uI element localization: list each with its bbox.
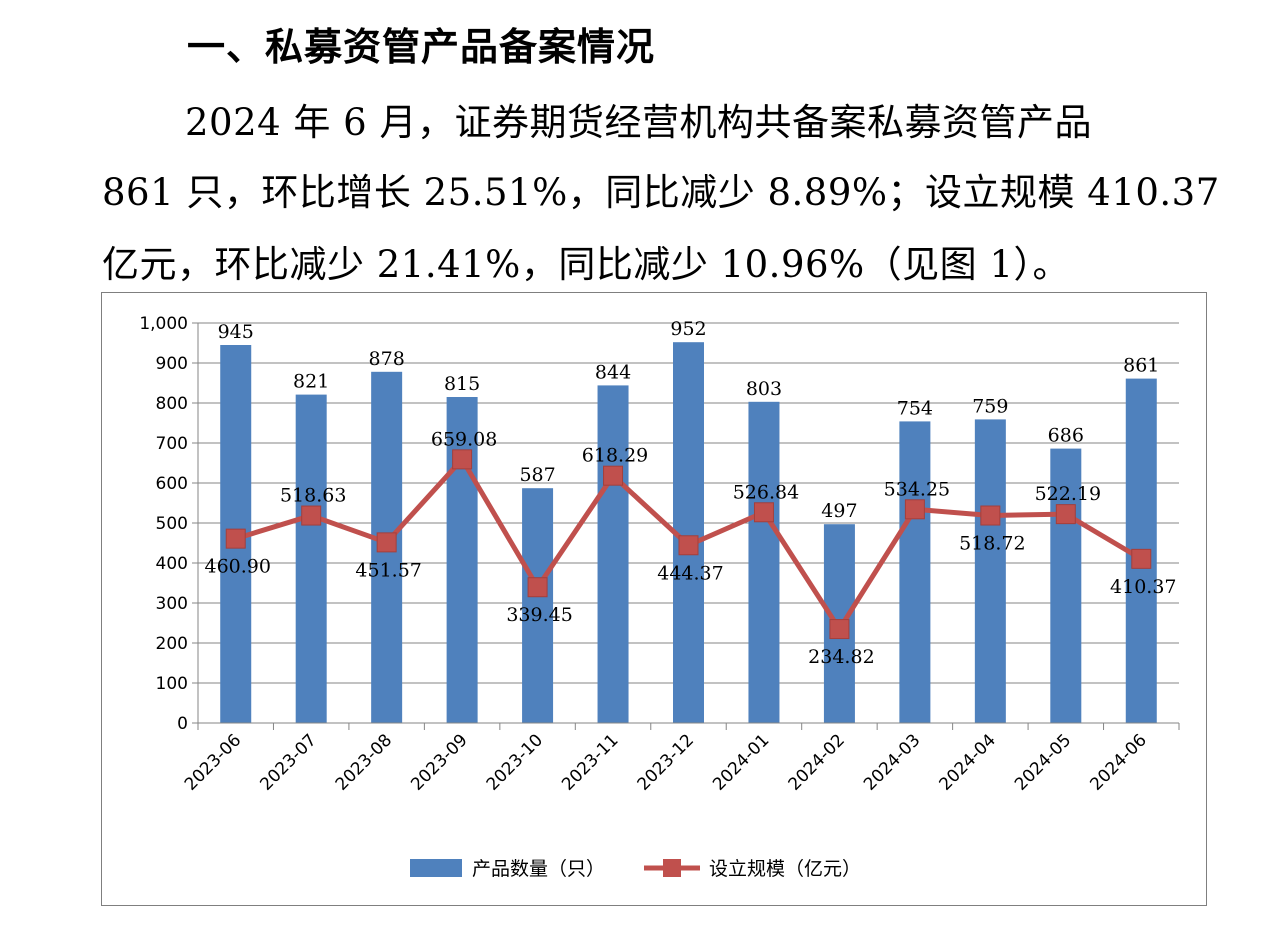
y-tick-label: 0 xyxy=(177,714,188,734)
y-tick-label: 500 xyxy=(156,514,188,534)
bar-label: 803 xyxy=(746,378,782,400)
line-label: 234.82 xyxy=(808,646,874,668)
bar xyxy=(974,419,1006,723)
x-tick-label: 2024-03 xyxy=(860,730,924,794)
x-tick-label: 2024-01 xyxy=(709,730,773,794)
line-label: 444.37 xyxy=(657,562,723,584)
line-marker xyxy=(1131,548,1152,569)
y-tick-label: 400 xyxy=(156,554,188,574)
legend-label-line: 设立规模（亿元） xyxy=(709,858,861,880)
y-tick-label: 900 xyxy=(156,354,188,374)
bar-label: 686 xyxy=(1048,425,1084,447)
y-tick-label: 1,000 xyxy=(139,314,188,334)
line-marker xyxy=(301,505,322,526)
x-tick-label: 2023-12 xyxy=(634,730,698,794)
x-tick-label: 2023-07 xyxy=(256,730,320,794)
bar-label: 945 xyxy=(218,321,254,343)
line-marker xyxy=(452,449,473,470)
bar xyxy=(899,421,931,723)
line-label: 518.63 xyxy=(280,485,346,507)
bar-label: 821 xyxy=(293,371,329,393)
bar-label: 952 xyxy=(670,318,706,340)
y-tick-label: 800 xyxy=(156,394,188,414)
bar xyxy=(748,401,780,723)
combo-chart: 0 100 200 300 400 500 600 700 800 900 1,000 2023-06… xyxy=(139,314,1180,880)
section-heading: 一、私募资管产品备案情况 xyxy=(187,25,656,69)
x-tick-label: 2023-09 xyxy=(407,730,471,794)
paragraph-line-2: 861 只，环比增长 25.51%，同比减少 8.89%；设立规模 410.37 xyxy=(102,171,1220,214)
line-label: 534.25 xyxy=(884,478,950,500)
legend-marker-line xyxy=(663,859,681,877)
x-tick-label: 2023-11 xyxy=(558,730,622,794)
paragraph-line-1: 2024 年 6 月，证券期货经营机构共备案私募资管产品 xyxy=(185,101,1092,144)
bar xyxy=(1050,448,1082,723)
x-tick-label: 2024-06 xyxy=(1086,730,1150,794)
chart-frame: 0 100 200 300 400 500 600 700 800 900 1,000 2023-06… xyxy=(101,292,1207,906)
bar-label: 815 xyxy=(444,373,480,395)
x-tick-label: 2024-02 xyxy=(785,730,849,794)
line-label: 339.45 xyxy=(506,604,572,626)
line-marker xyxy=(603,465,624,486)
line-label: 460.90 xyxy=(204,556,270,578)
line-label: 526.84 xyxy=(733,481,799,503)
y-tick-label: 100 xyxy=(156,674,188,694)
y-tick-label: 600 xyxy=(156,474,188,494)
line-label: 518.72 xyxy=(959,533,1025,555)
paragraph-line-3: 亿元，环比减少 21.41%，同比减少 10.96%（见图 1）。 xyxy=(102,243,1070,286)
bar xyxy=(522,488,554,723)
line-label: 618.29 xyxy=(582,445,648,467)
line-marker xyxy=(1055,504,1076,525)
line-series xyxy=(225,449,1152,640)
legend-swatch-bars xyxy=(410,859,462,877)
bar xyxy=(597,385,629,723)
line-marker xyxy=(527,577,548,598)
line-marker xyxy=(376,532,397,553)
line-label: 659.08 xyxy=(431,428,497,450)
legend: 产品数量（只） 设立规模（亿元） xyxy=(410,858,861,880)
line-label: 522.19 xyxy=(1035,483,1101,505)
x-tick-label: 2024-05 xyxy=(1011,730,1075,794)
line-marker xyxy=(753,502,774,523)
line-marker xyxy=(678,535,699,556)
bar-label: 844 xyxy=(595,361,631,383)
bar xyxy=(295,394,327,723)
x-tick-label: 2023-06 xyxy=(181,730,245,794)
line-label: 410.37 xyxy=(1110,576,1176,598)
line-marker xyxy=(829,619,850,640)
line-label: 451.57 xyxy=(355,559,421,581)
line-marker xyxy=(904,499,925,520)
bar-label: 759 xyxy=(972,395,1008,417)
bar-label: 861 xyxy=(1123,355,1159,377)
line-marker xyxy=(980,505,1001,526)
x-tick-label: 2023-08 xyxy=(332,730,396,794)
x-tick-label: 2024-04 xyxy=(936,730,1000,794)
bar-label: 754 xyxy=(897,397,933,419)
x-tick-label: 2023-10 xyxy=(483,730,547,794)
line-marker xyxy=(225,528,246,549)
y-tick-label: 700 xyxy=(156,434,188,454)
y-tick-label: 200 xyxy=(156,634,188,654)
bar-label: 497 xyxy=(821,500,857,522)
y-tick-label: 300 xyxy=(156,594,188,614)
legend-label-bars: 产品数量（只） xyxy=(472,858,605,880)
data-labels: 945 821 878 815 587 844 952 803 497 754 759 686 861 4… xyxy=(204,318,1176,668)
bar-label: 878 xyxy=(369,348,405,370)
bar-label: 587 xyxy=(519,464,555,486)
